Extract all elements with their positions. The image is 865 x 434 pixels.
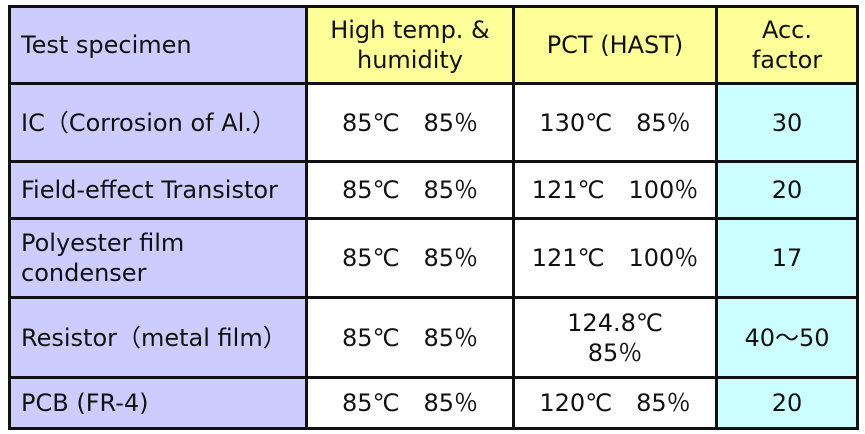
specimen-cell: Field-effect Transistor: [8, 160, 308, 220]
pct-cell: 124.8℃ 85％: [512, 296, 718, 379]
specimen-cell: Polyester film condenser: [8, 217, 308, 299]
pct-cell: 120℃ 85％: [512, 376, 718, 430]
acc-factor-cell: 17: [715, 217, 859, 299]
pct-cell: 121℃ 100％: [512, 217, 718, 299]
table-row: PCB (FR-4) 85℃ 85％ 120℃ 85％ 20: [8, 376, 859, 430]
pct-cell: 130℃ 85％: [512, 82, 718, 163]
header-high-temp-humidity: High temp. & humidity: [305, 5, 515, 85]
high-temp-humidity-cell: 85℃ 85％: [305, 376, 515, 430]
high-temp-humidity-cell: 85℃ 85％: [305, 160, 515, 220]
specimen-cell: IC（Corrosion of Al.）: [8, 82, 308, 163]
high-temp-humidity-cell: 85℃ 85％: [305, 82, 515, 163]
high-temp-humidity-cell: 85℃ 85％: [305, 296, 515, 379]
high-temp-humidity-cell: 85℃ 85％: [305, 217, 515, 299]
table-row: Polyester film condenser 85℃ 85％ 121℃ 10…: [8, 217, 859, 299]
header-pct-hast: PCT (HAST): [512, 5, 718, 85]
specimen-cell: Resistor（metal film）: [8, 296, 308, 379]
acc-factor-cell: 30: [715, 82, 859, 163]
header-row: Test specimen High temp. & humidity PCT …: [8, 5, 859, 85]
table-row: IC（Corrosion of Al.） 85℃ 85％ 130℃ 85％ 30: [8, 82, 859, 163]
acceleration-factor-table: Test specimen High temp. & humidity PCT …: [8, 5, 859, 430]
acc-factor-cell: 20: [715, 160, 859, 220]
table-row: Resistor（metal film） 85℃ 85％ 124.8℃ 85％ …: [8, 296, 859, 379]
specimen-cell: PCB (FR-4): [8, 376, 308, 430]
header-test-specimen: Test specimen: [8, 5, 308, 85]
pct-cell: 121℃ 100％: [512, 160, 718, 220]
acc-factor-cell: 20: [715, 376, 859, 430]
header-acc-factor: Acc. factor: [715, 5, 859, 85]
table-row: Field-effect Transistor 85℃ 85％ 121℃ 100…: [8, 160, 859, 220]
acc-factor-cell: 40～50: [715, 296, 859, 379]
